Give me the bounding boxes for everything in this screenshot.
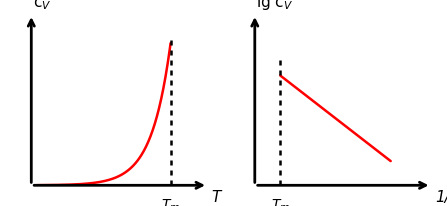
Text: c$_V$: c$_V$	[33, 0, 51, 12]
Text: 1/T: 1/T	[435, 189, 447, 204]
Text: T$_m$: T$_m$	[161, 197, 180, 206]
Text: lg c$_V$: lg c$_V$	[257, 0, 294, 12]
Text: T$_m$: T$_m$	[270, 197, 290, 206]
Text: T: T	[211, 189, 221, 204]
